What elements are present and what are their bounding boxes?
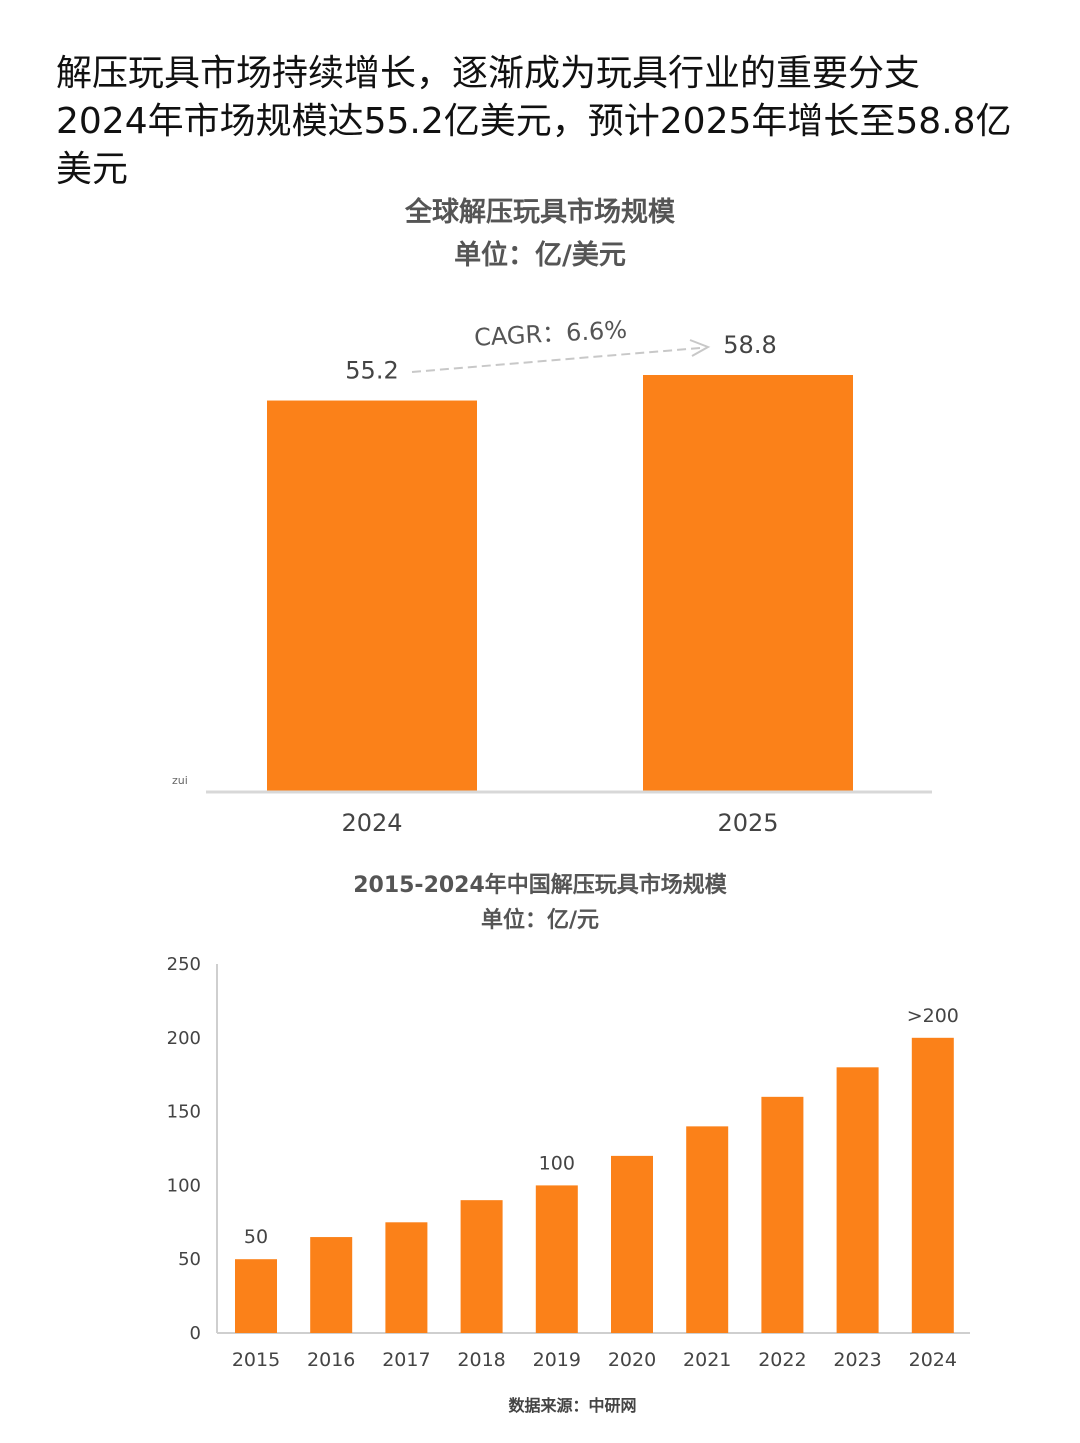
bar-2019 <box>535 1185 578 1333</box>
bar-2017 <box>385 1222 428 1333</box>
bar-2021 <box>686 1126 729 1333</box>
x-tick-2020: 2020 <box>608 1349 656 1371</box>
bar-2022 <box>761 1096 804 1333</box>
bar-2018 <box>460 1200 503 1333</box>
x-tick-2021: 2021 <box>683 1349 731 1371</box>
y-tick-100: 100 <box>167 1175 201 1196</box>
data-label-2015: 50 <box>244 1226 268 1248</box>
x-tick-2022: 2022 <box>758 1349 806 1371</box>
chart1-subtitle: 单位：亿/美元 <box>454 240 626 271</box>
chart1-title: 全球解压玩具市场规模 <box>405 197 675 228</box>
y-tick-150: 150 <box>167 1102 201 1123</box>
china-market-bar-chart: 0 50 100 150 200 250 2015 50 2016 2017 2018 2019 10… <box>167 954 970 1371</box>
x-tick-2016: 2016 <box>307 1349 355 1371</box>
global-market-bar-chart: zui 55.2 2024 58.8 2025 CAGR：6.6% <box>172 316 932 837</box>
headline: 解压玩具市场持续增长，逐渐成为玩具行业的重要分支 2024年市场规模达55.2亿… <box>56 50 1036 194</box>
data-source: 数据来源：中研网 <box>508 1396 637 1415</box>
cagr-arrow <box>411 339 711 373</box>
x-tick-2019: 2019 <box>533 1349 581 1371</box>
corner-note: zui <box>172 774 188 787</box>
bar-2015 <box>235 1259 277 1333</box>
bar-2016 <box>310 1237 353 1333</box>
x-tick-2023: 2023 <box>833 1349 881 1371</box>
headline-line-2: 2024年市场规模达55.2亿美元，预计2025年增长至58.8亿 <box>56 101 1012 142</box>
x-tick-2024: 2024 <box>909 1349 957 1371</box>
x-tick-2025: 2025 <box>717 809 778 837</box>
bar-2020 <box>611 1155 653 1333</box>
y-tick-250: 250 <box>167 954 201 975</box>
y-tick-50: 50 <box>178 1249 201 1270</box>
headline-line-1: 解压玩具市场持续增长，逐渐成为玩具行业的重要分支 <box>56 53 921 94</box>
bar-2024 <box>911 1037 954 1333</box>
x-tick-2024: 2024 <box>341 809 402 837</box>
data-label-2024: 55.2 <box>345 357 398 385</box>
cagr-label: CAGR：6.6% <box>473 316 627 352</box>
headline-line-3: 美元 <box>56 149 129 190</box>
bar-2024 <box>267 400 477 792</box>
x-tick-2018: 2018 <box>457 1349 505 1371</box>
bar-2025 <box>643 375 853 792</box>
data-label-2019: 100 <box>539 1152 575 1174</box>
data-label-2025: 58.8 <box>723 331 776 359</box>
x-tick-2015: 2015 <box>232 1349 280 1371</box>
y-tick-200: 200 <box>167 1028 201 1049</box>
chart2-title: 2015-2024年中国解压玩具市场规模 <box>353 873 727 898</box>
y-tick-0: 0 <box>190 1323 201 1344</box>
bar-2023 <box>836 1067 879 1333</box>
data-label-2024: >200 <box>907 1005 959 1027</box>
x-tick-2017: 2017 <box>382 1349 430 1371</box>
chart2-subtitle: 单位：亿/元 <box>480 908 600 933</box>
